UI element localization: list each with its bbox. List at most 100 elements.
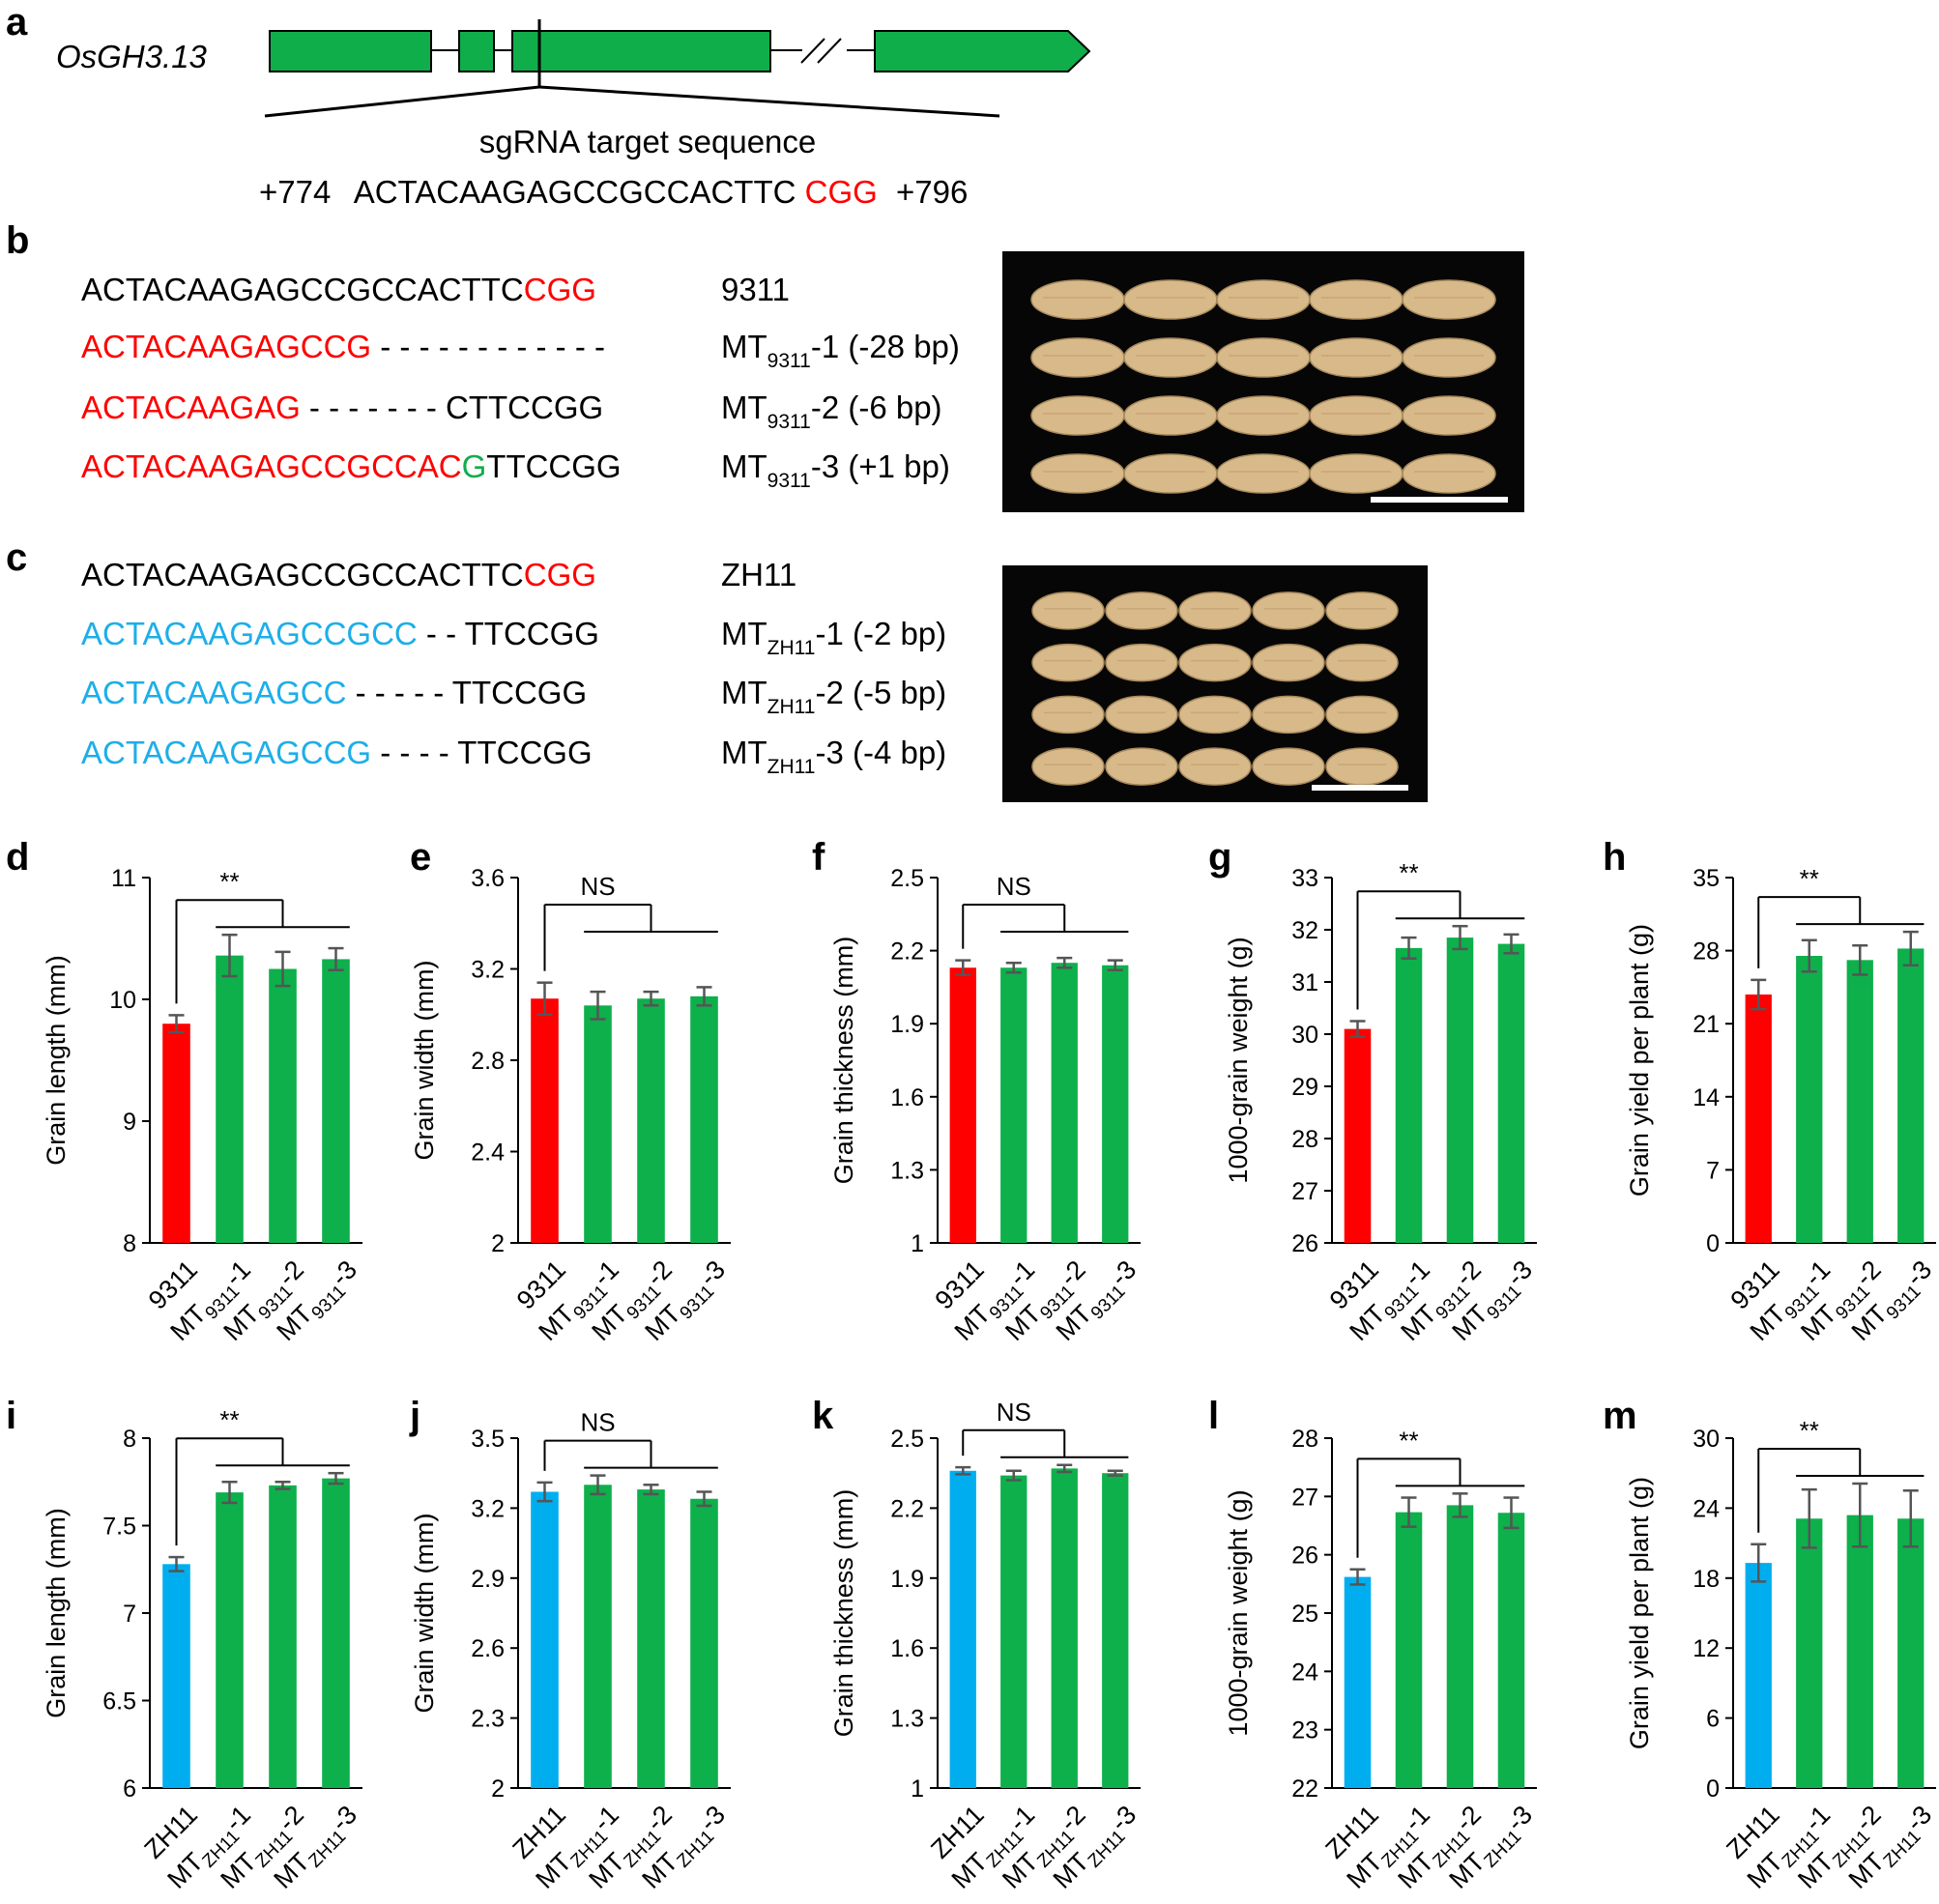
sequence-row: ACTACAAGAG - - - - - - - CTTCCGG <box>81 389 603 425</box>
y-tick-label: 25 <box>1291 1601 1318 1628</box>
significance-label: ** <box>219 1405 239 1434</box>
y-tick-label: 6.5 <box>102 1688 136 1716</box>
y-tick-label: 24 <box>1291 1659 1318 1686</box>
y-tick-label: 11 <box>111 865 136 892</box>
y-tick-label: 0 <box>1706 1230 1720 1257</box>
significance-label: ** <box>1399 1426 1418 1455</box>
y-tick-label: 2.6 <box>471 1635 505 1662</box>
bar <box>216 1492 244 1788</box>
y-tick-label: 1 <box>911 1230 924 1257</box>
y-tick-label: 6 <box>123 1775 136 1803</box>
y-tick-label: 21 <box>1693 1011 1720 1038</box>
bar <box>1846 960 1873 1243</box>
y-tick-label: 24 <box>1693 1495 1720 1522</box>
sequence-segment: - - TTCCGG <box>418 616 599 651</box>
y-tick-label: 2.5 <box>890 865 924 892</box>
bar <box>531 998 559 1243</box>
rice-grain <box>1123 337 1218 378</box>
bar <box>269 1485 297 1788</box>
bar <box>1051 963 1078 1243</box>
bar <box>531 1491 559 1788</box>
exon-2 <box>458 30 495 72</box>
target-bases: ACTACAAGAGCCGCCACTTC <box>354 174 796 210</box>
rice-grain <box>1030 337 1125 378</box>
genotype-label: ZH11 <box>721 557 796 592</box>
bar <box>584 1005 612 1243</box>
sequence-row: ACTACAAGAGCCGCC - - TTCCGG <box>81 616 599 651</box>
sequence-segment: CGG <box>524 557 596 592</box>
y-axis-title: Grain yield per plant (g) <box>1625 924 1654 1197</box>
y-axis-title: Grain yield per plant (g) <box>1625 1477 1654 1749</box>
genotype-label: MT9311-2 (-6 bp) <box>721 389 942 433</box>
y-tick-label: 7 <box>123 1601 136 1628</box>
rice-grain <box>1031 591 1105 630</box>
y-tick-label: 3.6 <box>471 865 505 892</box>
rice-grain <box>1031 643 1105 682</box>
y-tick-label: 1.9 <box>890 1011 924 1038</box>
genotype-sub: ZH11 <box>767 696 816 718</box>
panel-letter-i: i <box>6 1395 16 1437</box>
y-tick-label: 7 <box>1706 1157 1720 1184</box>
significance-label: NS <box>997 872 1031 901</box>
y-tick-label: 3.2 <box>471 1495 505 1522</box>
gene-structure <box>264 19 1091 118</box>
rice-grain <box>1178 695 1252 735</box>
y-tick-label: 12 <box>1693 1635 1720 1662</box>
genotype-suffix: -2 (-5 bp) <box>815 675 946 710</box>
panel-letter-j: j <box>409 1395 420 1437</box>
y-tick-label: 33 <box>1291 865 1318 892</box>
bar <box>1051 1468 1078 1788</box>
y-tick-label: 32 <box>1291 917 1318 944</box>
rice-grain <box>1309 279 1404 320</box>
exon-3 <box>511 30 771 72</box>
y-axis-title: Grain length (mm) <box>42 1508 71 1718</box>
rice-grain <box>1030 395 1125 436</box>
bar <box>1745 1563 1772 1788</box>
genotype-suffix: -1 (-28 bp) <box>811 329 960 364</box>
genotype-name: ZH11 <box>721 557 796 592</box>
y-tick-label: 2.5 <box>890 1426 924 1453</box>
rice-grain <box>1325 695 1399 735</box>
rice-grain <box>1325 643 1399 682</box>
rice-grain <box>1309 453 1404 494</box>
panel-letter-k: k <box>812 1395 834 1437</box>
rice-grain <box>1402 337 1496 378</box>
significance-label: ** <box>219 867 239 896</box>
sequence-row: ACTACAAGAGCCGCCACTTCCGG <box>81 557 596 592</box>
y-tick-label: 1 <box>911 1775 924 1803</box>
bar <box>584 1485 612 1788</box>
genotype-sub: ZH11 <box>767 637 816 659</box>
y-axis-title: Grain thickness (mm) <box>829 937 858 1185</box>
bar <box>637 1489 665 1788</box>
break-mark-1 <box>800 38 825 64</box>
sgrna-label: sgRNA target sequence <box>479 124 817 159</box>
bar <box>269 968 297 1243</box>
rice-grain <box>1105 695 1178 735</box>
rice-grain <box>1252 695 1325 735</box>
y-tick-label: 2 <box>491 1775 505 1803</box>
significance-label: NS <box>997 1398 1031 1427</box>
genotype-name: MT <box>721 735 767 770</box>
y-tick-label: 1.3 <box>890 1157 924 1184</box>
sequence-segment: ACTACAAGAG <box>81 389 301 425</box>
genotype-label: MTZH11-3 (-4 bp) <box>721 735 946 778</box>
bar <box>1897 948 1925 1243</box>
bar <box>1344 1028 1372 1243</box>
rice-grain <box>1105 643 1178 682</box>
scale-bar <box>1371 497 1508 503</box>
rice-grain <box>1325 591 1399 630</box>
y-tick-label: 28 <box>1291 1126 1318 1153</box>
y-tick-label: 8 <box>123 1426 136 1453</box>
sequence-segment: CGG <box>524 272 596 307</box>
y-axis-title: 1000-grain weight (g) <box>1224 1489 1253 1736</box>
genotype-name: MT <box>721 448 767 484</box>
bar <box>949 967 976 1243</box>
genotype-name: MT <box>721 675 767 710</box>
sequence-row: ACTACAAGAGCC - - - - - TTCCGG <box>81 675 587 710</box>
rice-grain <box>1252 643 1325 682</box>
y-tick-label: 18 <box>1693 1566 1720 1593</box>
y-tick-label: 28 <box>1291 1426 1318 1453</box>
